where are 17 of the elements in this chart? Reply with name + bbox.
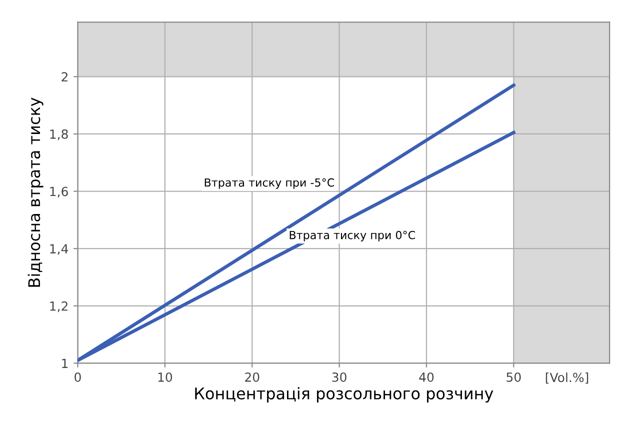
x-tick-label: 40 [419, 372, 434, 382]
y-tick-label: 1,8 [50, 129, 68, 140]
annotation: Втрата тиску при 0°C [290, 230, 415, 242]
x-tick-label: 50 [506, 372, 521, 382]
x-tick-label: 20 [245, 372, 260, 382]
x-tick-label: 30 [332, 372, 346, 382]
text: [Vol.%] [546, 372, 588, 384]
x-axis-title: Концентрація розсольного розчину [195, 387, 494, 403]
y-tick-label: 1,2 [50, 301, 68, 312]
y-tick-label: 1,4 [50, 244, 68, 255]
annotation: Втрата тиску при -5°C [204, 178, 334, 189]
x-tick-label: 10 [158, 372, 172, 382]
y-tick-label: 1 [62, 358, 68, 368]
y-tick-label: 2 [62, 72, 68, 82]
x-tick-label: 0 [74, 372, 81, 382]
y-tick-label: 1,6 [50, 186, 68, 198]
y-axis-title: Відносна втрата тиску [28, 98, 44, 287]
